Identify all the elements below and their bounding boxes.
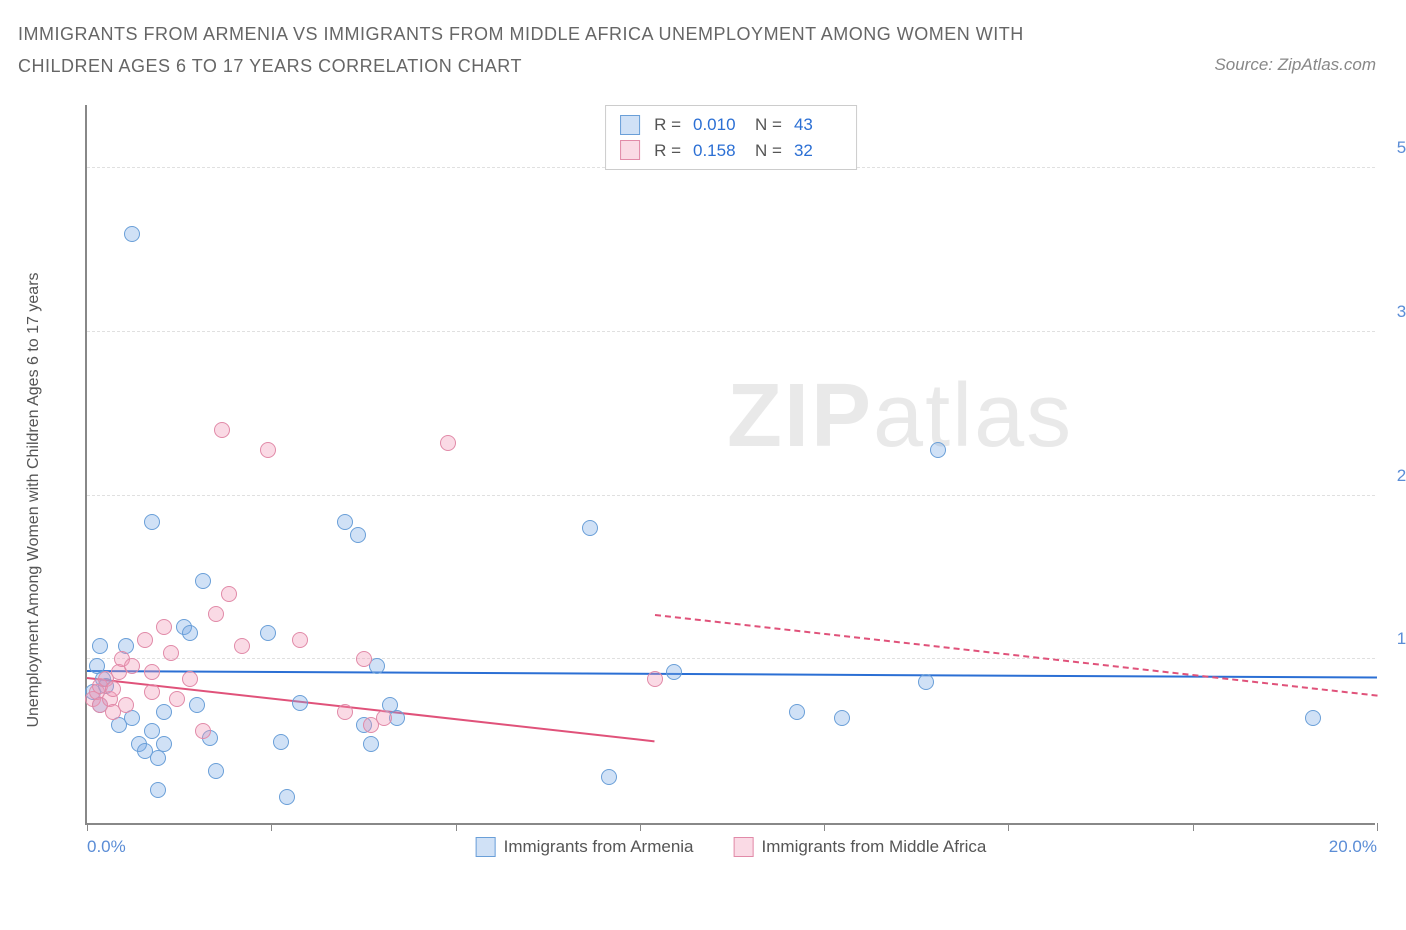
y-tick-label: 25.0%: [1385, 466, 1406, 486]
gridline: [87, 495, 1375, 496]
x-tick-label: 0.0%: [87, 837, 126, 857]
data-point: [582, 520, 598, 536]
data-point: [92, 638, 108, 654]
legend-item: Immigrants from Middle Africa: [734, 837, 987, 857]
data-point: [273, 734, 289, 750]
x-tick: [1008, 823, 1009, 831]
data-point: [279, 789, 295, 805]
x-tick: [87, 823, 88, 831]
legend-swatch: [476, 837, 496, 857]
r-label: R =: [654, 138, 681, 164]
x-tick-label: 20.0%: [1329, 837, 1377, 857]
n-label: N =: [755, 112, 782, 138]
data-point: [156, 704, 172, 720]
data-point: [647, 671, 663, 687]
data-point: [1305, 710, 1321, 726]
r-value: 0.010: [693, 112, 741, 138]
data-point: [124, 226, 140, 242]
data-point: [156, 619, 172, 635]
legend-stat-row: R = 0.010 N = 43: [620, 112, 842, 138]
y-axis-label: Unemployment Among Women with Children A…: [25, 272, 43, 727]
correlation-chart: Unemployment Among Women with Children A…: [30, 100, 1380, 870]
data-point: [195, 573, 211, 589]
data-point: [156, 736, 172, 752]
data-point: [195, 723, 211, 739]
data-point: [789, 704, 805, 720]
data-point: [182, 625, 198, 641]
y-tick-label: 37.5%: [1385, 302, 1406, 322]
data-point: [118, 697, 134, 713]
n-value: 43: [794, 112, 842, 138]
data-point: [163, 645, 179, 661]
data-point: [137, 632, 153, 648]
data-point: [350, 527, 366, 543]
data-point: [105, 681, 121, 697]
series-name: Immigrants from Armenia: [504, 837, 694, 857]
data-point: [144, 723, 160, 739]
legend-item: Immigrants from Armenia: [476, 837, 694, 857]
x-tick: [824, 823, 825, 831]
legend-stats-box: R = 0.010 N = 43 R = 0.158 N = 32: [605, 105, 857, 170]
data-point: [169, 691, 185, 707]
data-point: [234, 638, 250, 654]
data-point: [260, 442, 276, 458]
data-point: [189, 697, 205, 713]
data-point: [440, 435, 456, 451]
data-point: [144, 684, 160, 700]
data-point: [337, 514, 353, 530]
data-point: [144, 514, 160, 530]
legend-stat-row: R = 0.158 N = 32: [620, 138, 842, 164]
watermark-light: atlas: [873, 366, 1073, 466]
data-point: [930, 442, 946, 458]
legend-series: Immigrants from Armenia Immigrants from M…: [476, 837, 987, 857]
data-point: [356, 651, 372, 667]
r-value: 0.158: [693, 138, 741, 164]
trend-line-dashed: [654, 614, 1377, 697]
data-point: [337, 704, 353, 720]
data-point: [260, 625, 276, 641]
data-point: [292, 632, 308, 648]
x-tick: [456, 823, 457, 831]
chart-title: IMMIGRANTS FROM ARMENIA VS IMMIGRANTS FR…: [18, 18, 1118, 83]
y-tick-label: 50.0%: [1385, 138, 1406, 158]
data-point: [214, 422, 230, 438]
data-point: [601, 769, 617, 785]
data-point: [150, 782, 166, 798]
watermark: ZIPatlas: [727, 365, 1073, 468]
data-point: [208, 606, 224, 622]
data-point: [292, 695, 308, 711]
y-tick-label: 12.5%: [1385, 629, 1406, 649]
source-attribution: Source: ZipAtlas.com: [1214, 55, 1376, 75]
n-value: 32: [794, 138, 842, 164]
data-point: [363, 736, 379, 752]
x-tick: [640, 823, 641, 831]
data-point: [376, 710, 392, 726]
data-point: [918, 674, 934, 690]
gridline: [87, 658, 1375, 659]
legend-swatch: [620, 140, 640, 160]
data-point: [666, 664, 682, 680]
x-tick: [1193, 823, 1194, 831]
data-point: [834, 710, 850, 726]
data-point: [208, 763, 224, 779]
watermark-bold: ZIP: [727, 366, 873, 466]
r-label: R =: [654, 112, 681, 138]
data-point: [182, 671, 198, 687]
series-name: Immigrants from Middle Africa: [762, 837, 987, 857]
plot-area: R =0.010N =43R =0.158N =32 ZIPatlas Immi…: [85, 105, 1375, 825]
legend-swatch: [620, 115, 640, 135]
x-tick: [271, 823, 272, 831]
legend-swatch: [734, 837, 754, 857]
chart-title-block: IMMIGRANTS FROM ARMENIA VS IMMIGRANTS FR…: [18, 18, 1118, 83]
data-point: [144, 664, 160, 680]
gridline: [87, 331, 1375, 332]
n-label: N =: [755, 138, 782, 164]
data-point: [124, 658, 140, 674]
data-point: [221, 586, 237, 602]
x-tick: [1377, 823, 1378, 831]
